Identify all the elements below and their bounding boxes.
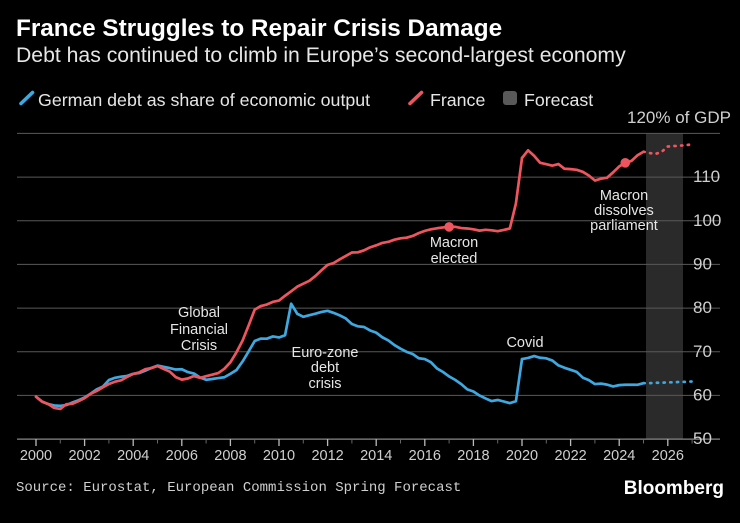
svg-text:2004: 2004 bbox=[117, 448, 149, 464]
svg-text:Covid: Covid bbox=[506, 335, 543, 351]
svg-text:Crisis: Crisis bbox=[181, 338, 217, 354]
svg-text:Macron: Macron bbox=[600, 188, 648, 204]
svg-text:2012: 2012 bbox=[311, 448, 343, 464]
svg-text:90: 90 bbox=[693, 255, 712, 274]
svg-text:Financial: Financial bbox=[170, 322, 228, 338]
svg-text:2018: 2018 bbox=[457, 448, 489, 464]
svg-text:2020: 2020 bbox=[506, 448, 538, 464]
svg-text:debt: debt bbox=[311, 360, 339, 376]
svg-text:60: 60 bbox=[693, 386, 712, 405]
svg-text:2000: 2000 bbox=[20, 448, 52, 464]
svg-text:2014: 2014 bbox=[360, 448, 392, 464]
svg-text:2026: 2026 bbox=[652, 448, 684, 464]
svg-text:2022: 2022 bbox=[554, 448, 586, 464]
svg-text:110: 110 bbox=[693, 167, 720, 186]
svg-text:2002: 2002 bbox=[68, 448, 100, 464]
svg-text:2024: 2024 bbox=[603, 448, 635, 464]
svg-text:120% of GDP: 120% of GDP bbox=[627, 108, 731, 127]
svg-text:dissolves: dissolves bbox=[594, 203, 654, 219]
svg-text:crisis: crisis bbox=[308, 376, 341, 392]
svg-text:70: 70 bbox=[693, 342, 712, 361]
svg-text:50: 50 bbox=[693, 429, 712, 448]
svg-text:Global: Global bbox=[178, 305, 220, 321]
svg-text:80: 80 bbox=[693, 298, 712, 317]
svg-text:elected: elected bbox=[431, 251, 478, 267]
svg-text:2006: 2006 bbox=[166, 448, 198, 464]
svg-text:2008: 2008 bbox=[214, 448, 246, 464]
svg-text:100: 100 bbox=[693, 211, 721, 230]
svg-text:2016: 2016 bbox=[409, 448, 441, 464]
svg-text:Macron: Macron bbox=[430, 235, 478, 251]
svg-text:2010: 2010 bbox=[263, 448, 295, 464]
svg-text:parliament: parliament bbox=[590, 218, 658, 234]
svg-text:Euro-zone: Euro-zone bbox=[292, 345, 359, 361]
